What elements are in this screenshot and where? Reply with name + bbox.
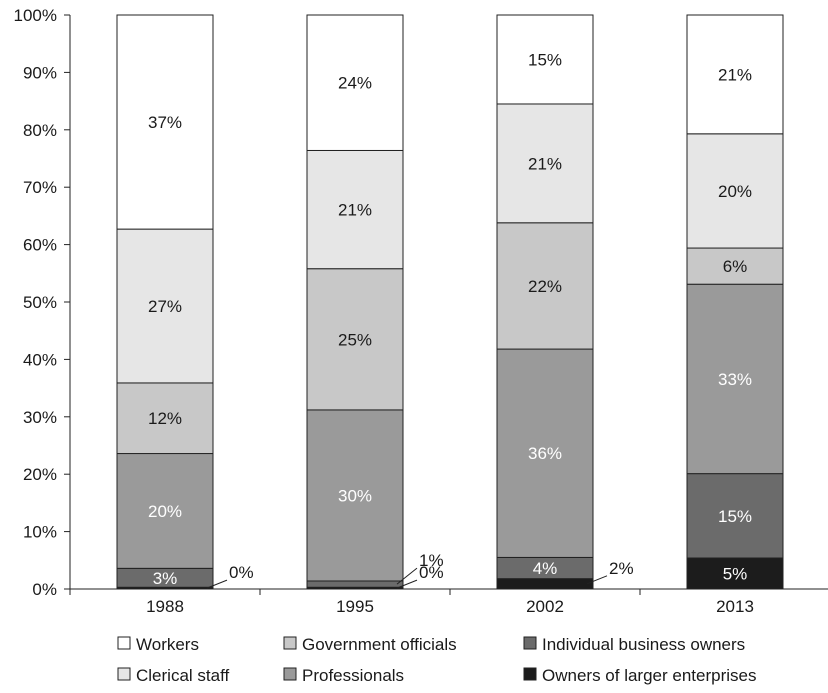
- legend-label: Owners of larger enterprises: [542, 666, 756, 685]
- data-label: 4%: [533, 559, 558, 578]
- data-label: 2%: [609, 559, 634, 578]
- bar-segment: [116, 228, 214, 384]
- data-label: 12%: [148, 409, 182, 428]
- data-label: 36%: [528, 444, 562, 463]
- data-label: 0%: [229, 563, 254, 582]
- bar-segment: [496, 578, 594, 590]
- bar-segment: [686, 133, 784, 249]
- y-tick-label: 50%: [23, 293, 57, 312]
- bar-segment: [306, 268, 404, 411]
- data-label: 0%: [419, 563, 444, 582]
- bar-segment: [306, 14, 404, 151]
- y-tick-label: 90%: [23, 63, 57, 82]
- bar-segment: [116, 14, 214, 230]
- legend: Workers Government officials Individual bu…: [117, 635, 756, 685]
- data-label: 3%: [153, 569, 178, 588]
- data-label: 21%: [338, 201, 372, 220]
- y-tick-label: 0%: [32, 580, 57, 599]
- bar-segment: [496, 348, 594, 558]
- data-label: 20%: [718, 182, 752, 201]
- bar-segment: [686, 473, 784, 559]
- data-label: 21%: [528, 154, 562, 173]
- legend-label: Government officials: [302, 635, 457, 654]
- x-axis: 1988 1995 2002 2013: [69, 588, 828, 616]
- data-label: 15%: [718, 507, 752, 526]
- bar-segment: [306, 580, 404, 588]
- y-tick-label: 40%: [23, 350, 57, 369]
- data-label: 15%: [528, 50, 562, 69]
- y-axis: 0% 10% 20% 30% 40% 50% 60% 70% 80% 90% 100%: [14, 6, 71, 599]
- bar-segment: [686, 14, 784, 135]
- y-tick-label: 60%: [23, 236, 57, 255]
- label-leader-line: [396, 567, 418, 585]
- bar-segment: [496, 103, 594, 224]
- data-label: 1%: [419, 551, 444, 570]
- legend-swatch: [523, 667, 537, 681]
- y-tick-label: 70%: [23, 178, 57, 197]
- label-leader-line: [206, 579, 228, 589]
- data-labels: 0% 0% 2% 5% 3% 1% 4% 15% 20% 30% 36% 33% 12% 25% 22% 6%…: [148, 50, 752, 589]
- bars: [116, 14, 784, 590]
- legend-swatch: [117, 667, 131, 681]
- legend-swatch: [283, 636, 297, 650]
- data-label: 5%: [723, 565, 748, 584]
- data-label: 6%: [723, 257, 748, 276]
- bar-segment: [306, 149, 404, 270]
- data-label: 24%: [338, 74, 372, 93]
- label-leader-line: [396, 579, 418, 589]
- legend-label: Individual business owners: [542, 635, 745, 654]
- legend-label: Clerical staff: [136, 666, 229, 685]
- data-label: 30%: [338, 486, 372, 505]
- bar-segment: [686, 283, 784, 475]
- bar-segment: [496, 222, 594, 350]
- y-tick-label: 100%: [14, 6, 57, 25]
- label-leader-line: [586, 575, 608, 585]
- data-label: 25%: [338, 330, 372, 349]
- bar-segment: [306, 409, 404, 582]
- bar-segment: [496, 14, 594, 105]
- y-tick-label: 20%: [23, 465, 57, 484]
- bar-segment: [686, 247, 784, 285]
- y-tick-label: 10%: [23, 523, 57, 542]
- y-tick-label: 80%: [23, 121, 57, 140]
- data-label: 20%: [148, 502, 182, 521]
- data-label: 33%: [718, 370, 752, 389]
- data-label: 27%: [148, 297, 182, 316]
- legend-swatch: [117, 636, 131, 650]
- x-tick-label: 1995: [336, 597, 374, 616]
- bar-segment: [686, 557, 784, 590]
- data-label: 37%: [148, 113, 182, 132]
- y-tick-label: 30%: [23, 408, 57, 427]
- data-label: 22%: [528, 277, 562, 296]
- x-tick-label: 2002: [526, 597, 564, 616]
- legend-label: Professionals: [302, 666, 404, 685]
- data-label: 21%: [718, 65, 752, 84]
- legend-label: Workers: [136, 635, 199, 654]
- x-tick-label: 2013: [716, 597, 754, 616]
- legend-swatch: [523, 636, 537, 650]
- x-tick-label: 1988: [146, 597, 184, 616]
- legend-swatch: [283, 667, 297, 681]
